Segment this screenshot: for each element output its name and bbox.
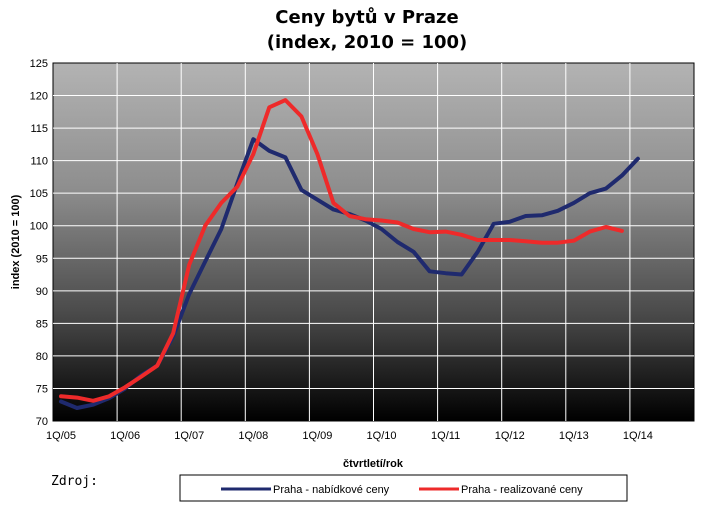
x-tick-label: 1Q/11 xyxy=(431,430,460,442)
y-tick-label: 90 xyxy=(36,286,48,298)
x-axis-label: čtvrtletí/rok xyxy=(343,458,404,470)
data-series xyxy=(59,98,640,410)
x-tick-label: 1Q/13 xyxy=(559,430,589,442)
y-tick-label: 110 xyxy=(30,156,48,168)
x-tick-label: 1Q/14 xyxy=(623,430,653,442)
x-tick-label: 1Q/06 xyxy=(110,430,140,442)
y-tick-label: 105 xyxy=(30,188,48,200)
source-label: Zdroj: xyxy=(51,474,98,489)
x-tick-labels: 1Q/05 1Q/06 1Q/07 1Q/08 1Q/09 1Q/10 1Q/11 1Q/12… xyxy=(46,430,653,442)
x-tick-label: 1Q/08 xyxy=(238,430,268,442)
x-tick-label: 1Q/10 xyxy=(367,430,397,442)
y-tick-label: 125 xyxy=(30,58,48,70)
x-tick-label: 1Q/05 xyxy=(46,430,76,442)
x-tick-label: 1Q/12 xyxy=(495,430,525,442)
y-axis-label: index (2010 = 100) xyxy=(10,194,22,289)
y-tick-label: 95 xyxy=(36,253,48,265)
y-tick-label: 85 xyxy=(36,318,48,330)
y-tick-label: 75 xyxy=(36,383,48,395)
series-line-1 xyxy=(59,98,624,403)
y-tick-label: 100 xyxy=(30,221,48,233)
x-tick-label: 1Q/09 xyxy=(302,430,332,442)
chart-title-line1: Ceny bytů v Praze xyxy=(275,6,458,28)
y-tick-label: 120 xyxy=(30,91,48,103)
y-tick-label: 80 xyxy=(36,351,48,363)
legend-label-realized: Praha - realizované ceny xyxy=(461,484,583,496)
y-tick-label: 70 xyxy=(36,416,48,428)
y-tick-labels: 70 75 80 85 90 95 100 105 110 115 120 125 xyxy=(30,58,48,428)
chart-title-line2: (index, 2010 = 100) xyxy=(267,32,468,53)
x-tick-label: 1Q/07 xyxy=(174,430,204,442)
legend-label-offer: Praha - nabídkové ceny xyxy=(273,484,390,496)
y-tick-label: 115 xyxy=(30,123,48,135)
